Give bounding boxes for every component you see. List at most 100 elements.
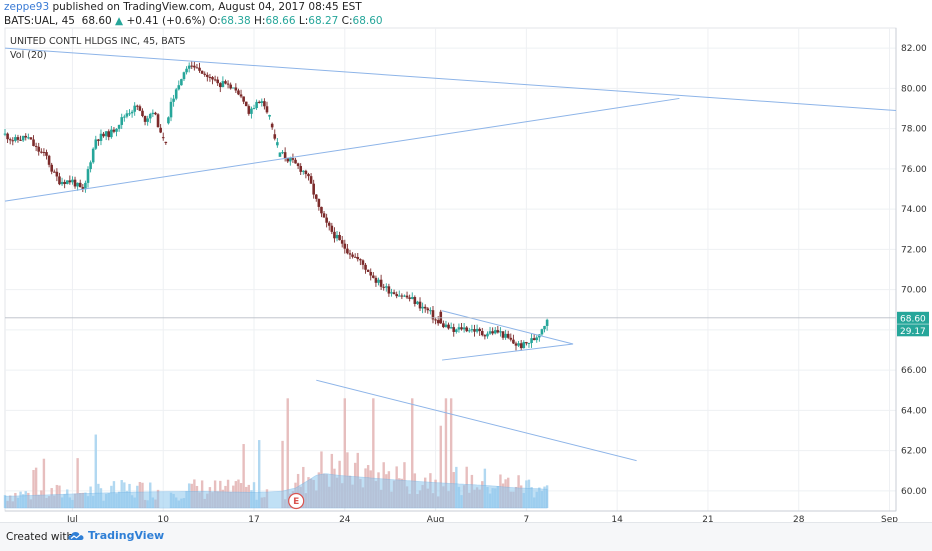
candle-body — [104, 131, 108, 137]
candle-body — [37, 146, 41, 152]
candle-body — [14, 137, 17, 141]
candle-body — [395, 294, 398, 297]
candle-body — [478, 328, 481, 332]
volume-bars — [3, 398, 549, 509]
y-tick-label: 82.00 — [901, 44, 927, 54]
y-tick-label: 80.00 — [901, 84, 927, 94]
candle-body — [125, 113, 129, 117]
volume-indicator-label: Vol (20) — [10, 50, 47, 61]
candle-body — [413, 297, 417, 304]
candle-body — [133, 105, 136, 112]
volume-bar — [258, 440, 261, 508]
candle-body — [447, 324, 450, 329]
candle-body — [400, 295, 404, 297]
candle-body — [462, 327, 466, 330]
candle-body — [260, 101, 264, 103]
author-link[interactable]: zeppe93 — [4, 1, 50, 13]
candle-body — [52, 171, 56, 173]
last-price-tag — [897, 311, 929, 324]
candle-body — [483, 335, 487, 337]
price-chart[interactable]: 82.0080.0078.0076.0074.0072.0070.0068.00… — [0, 0, 932, 522]
candle-body — [164, 141, 168, 144]
candle-body — [55, 171, 59, 177]
candle-body — [480, 331, 484, 336]
candle-body — [110, 129, 113, 138]
volume-bar — [242, 444, 245, 508]
candle-body — [141, 110, 144, 116]
candle-body — [190, 65, 194, 67]
candle-body — [408, 297, 411, 299]
trendline — [442, 343, 574, 361]
volume-bar — [411, 398, 414, 508]
volume-bar — [42, 458, 46, 508]
candle-body — [156, 114, 160, 128]
candle-body — [348, 253, 352, 255]
candle-body — [16, 137, 20, 140]
candle-body — [372, 275, 375, 278]
candle-body — [255, 101, 258, 109]
candle-body — [294, 159, 297, 164]
candle-body — [387, 286, 391, 294]
candle-body — [185, 68, 188, 73]
candle-body — [239, 94, 243, 97]
volume-ma-tag — [897, 324, 929, 337]
candle-body — [206, 74, 209, 77]
candle-body — [47, 155, 51, 165]
candle-body — [263, 101, 266, 107]
candle-body — [307, 174, 310, 177]
candle-body — [89, 162, 92, 170]
candle-body — [493, 330, 497, 334]
trendline — [4, 47, 897, 112]
candle-body — [265, 106, 269, 113]
candle-body — [501, 331, 505, 338]
volume-bar — [286, 398, 289, 508]
candle-body — [138, 106, 142, 111]
candle-body — [250, 108, 253, 114]
candle-body — [320, 206, 323, 214]
candle-body — [532, 338, 536, 341]
candle-body — [97, 139, 100, 141]
ohlc-line: BATS:UAL, 45 68.60 ▲ +0.41 (+0.6%) O:68.… — [4, 15, 383, 27]
candle-body — [172, 98, 175, 102]
candle-body — [159, 127, 162, 133]
candle-body — [6, 133, 9, 140]
candle-body — [270, 123, 274, 128]
x-tick-label: 28 — [793, 515, 805, 522]
candle-body — [322, 213, 326, 218]
candle-body — [91, 148, 95, 163]
candle-body — [452, 327, 456, 332]
symbol-label: BATS:UAL, 45 — [4, 15, 75, 27]
candle-body — [42, 152, 46, 154]
y-tick-label: 66.00 — [901, 366, 927, 376]
trendline — [441, 310, 574, 345]
candle-body — [32, 139, 35, 146]
candle-body — [543, 325, 546, 330]
candle-body — [247, 106, 251, 114]
x-tick-label: 24 — [339, 515, 351, 522]
candle-body — [281, 152, 284, 154]
candle-body — [120, 117, 124, 125]
candle-body — [40, 151, 43, 153]
candle-body — [3, 133, 7, 135]
candle-body — [273, 134, 277, 139]
close-value: 68.60 — [352, 15, 383, 27]
candle-body — [356, 256, 360, 260]
x-tick-label: Sep — [881, 515, 898, 522]
volume-bar — [76, 458, 79, 508]
high-value: 68.66 — [265, 15, 296, 27]
candle-body — [216, 79, 219, 84]
earnings-marker-icon — [288, 492, 305, 510]
candle-body — [491, 331, 494, 334]
candle-body — [423, 306, 427, 309]
candle-body — [436, 320, 440, 324]
candle-body — [444, 324, 448, 328]
tradingview-logo[interactable]: TradingView — [68, 529, 164, 542]
trendline — [4, 97, 680, 202]
candle-body — [143, 115, 147, 122]
candle-body — [213, 79, 217, 81]
candle-body — [180, 79, 183, 86]
x-tick-label: Aug — [427, 515, 445, 522]
candle-body — [81, 187, 85, 190]
candle-body — [50, 164, 53, 172]
candle-body — [182, 72, 186, 80]
